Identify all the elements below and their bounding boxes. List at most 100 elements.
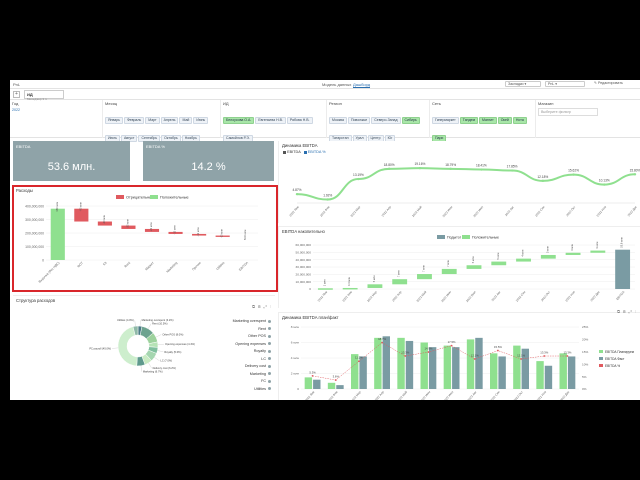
legend-item[interactable]: FC: [233, 378, 271, 386]
bar-value-label: 4 млн: [521, 249, 525, 256]
network-chip[interactable]: Тандем: [459, 117, 479, 124]
filter-stores: Магазин Выберите фильтр: [536, 100, 640, 138]
x-tick-label: 2022 Апр: [374, 390, 386, 400]
month-chip[interactable]: Январь: [105, 117, 123, 124]
bar-value-label: 5 млн: [372, 275, 376, 282]
x-tick-label: Rent: [124, 261, 132, 269]
bar-value-label: 1 млн: [322, 279, 326, 286]
pct-label: 5.3%: [309, 370, 316, 374]
panel-toolbar-icons[interactable]: ⧉ ⊟ ⤢ ⋮: [252, 304, 272, 309]
y-right-tick-label: 5%: [582, 375, 587, 379]
plan-bar: [559, 353, 567, 389]
line-point: [633, 173, 637, 176]
legend-swatch: [599, 357, 603, 360]
tab-dashboard[interactable]: Дашборд: [353, 82, 371, 88]
legend-positive-swatch: [462, 235, 470, 239]
month-chip[interactable]: Май: [179, 117, 193, 124]
bar-value-label: -95 млн: [78, 202, 82, 212]
bar-value-label: 0.4 млн: [347, 276, 351, 286]
slice-leader-line: [157, 350, 164, 352]
x-tick-label: 2022 Июн: [419, 390, 431, 400]
waterfall-bar: [215, 235, 230, 237]
id-chip[interactable]: Белоусова О.А.: [223, 117, 255, 124]
bar-value-label: 3 млн: [570, 243, 574, 250]
tab-data-model[interactable]: Модель данных: [322, 82, 352, 87]
y-tick-label: 200,000,000: [25, 231, 44, 235]
slice-label: Utilities (4.0%): [117, 318, 134, 322]
region-chip[interactable]: Северо-Запад: [371, 117, 401, 124]
pnl-dropdown[interactable]: PnL ▾: [545, 81, 585, 87]
network-chip[interactable]: Магнит: [479, 117, 497, 124]
legend-item[interactable]: Royalty: [233, 348, 271, 356]
legend-item[interactable]: Other POS: [233, 333, 271, 341]
legend-item[interactable]: Rent: [233, 326, 271, 334]
legend-item-label: Rent: [258, 326, 266, 331]
id-chip[interactable]: Рябова Н.В.: [286, 117, 313, 124]
network-chip[interactable]: Нота: [512, 117, 527, 124]
filter-year-value[interactable]: 2022: [12, 108, 20, 112]
y-tick-label: 60,000,000: [296, 243, 312, 247]
pct-point: [358, 360, 360, 363]
bookmarks-dropdown[interactable]: Закладки ▾: [505, 81, 541, 87]
legend-item[interactable]: Utilities: [233, 386, 271, 394]
y-tick-label: 0: [309, 287, 311, 291]
fact-bar: [313, 379, 321, 389]
plan-bar: [466, 339, 475, 389]
filter-stores-header: Магазин: [538, 101, 554, 106]
toggle-ebitda-percent[interactable]: EBITDA %: [307, 150, 326, 154]
sheet-tab[interactable]: ИД Менеджер 3 п.: [24, 90, 64, 101]
stores-filter-input[interactable]: Выберите фильтр: [538, 108, 598, 116]
dashboard-window: PnL Модель данных Дашборд Закладки ▾ PnL…: [10, 80, 640, 400]
plan-fact-chart: 8 млн 6 млн 4 млн 2 млн 0 25% 20% 15% 10% 5% 0% 5.3…: [291, 325, 634, 400]
legend-item[interactable]: Marketing: [233, 371, 271, 379]
bar-value-label: 3 млн: [595, 241, 599, 248]
legend-item[interactable]: Opening expenses: [233, 341, 271, 349]
plan-bar: [351, 354, 359, 389]
toggle-ebitda[interactable]: EBITDA: [287, 150, 301, 154]
network-chip[interactable]: Окей: [497, 117, 512, 124]
bar-value-label: -30 млн: [102, 214, 106, 224]
x-tick-label: КЗ: [102, 261, 108, 267]
x-tick-label: 2022 Июл: [472, 205, 484, 218]
month-chip[interactable]: Апрель: [160, 117, 179, 124]
legend-dot-icon: [268, 342, 271, 346]
plan-fact-toolbar-icons[interactable]: ⧉ ⊟ ⤢ ⋮: [617, 309, 637, 314]
bar-value-label: 53.6 млн: [620, 237, 624, 248]
region-chip[interactable]: Сибирь: [401, 117, 420, 124]
filter-id: ИД Белоусова О.А. Евгеньева Н.В. Рябова Н.…: [221, 100, 327, 142]
region-chip[interactable]: Поволжье: [347, 117, 371, 124]
region-chip[interactable]: Москва: [329, 117, 347, 124]
month-chip[interactable]: Февраль: [124, 117, 145, 124]
kpi-ebitda-label: EBITDA: [16, 144, 31, 149]
legend-item[interactable]: Delivery cost: [233, 363, 271, 371]
x-tick-label: 2022 Окт: [513, 390, 525, 400]
line-point: [295, 192, 299, 196]
ebitda-toggle-icon: [283, 150, 286, 154]
y-tick-label: 100,000,000: [25, 245, 44, 249]
fact-bar: [475, 337, 483, 389]
x-tick-label: 2022 Фев: [341, 290, 353, 303]
network-chip[interactable]: Гипермаркет: [432, 117, 459, 124]
x-tick-label: 2022 Май: [396, 390, 408, 400]
y-left-tick-label: 2 млн: [291, 372, 300, 376]
legend-item[interactable]: LC: [233, 356, 271, 364]
pct-label: 17.5%: [448, 340, 456, 344]
filter-network-header: Сеть: [432, 101, 441, 106]
legend-item[interactable]: Marketing overspent: [233, 318, 271, 326]
y-tick-label: 40,000,000: [296, 258, 312, 262]
line-point: [326, 198, 329, 201]
id-chip[interactable]: Евгеньева Н.В.: [255, 117, 286, 124]
cumulative-bar: [466, 265, 482, 269]
legend-positive-swatch: [150, 195, 158, 199]
add-sheet-button[interactable]: +: [13, 91, 20, 98]
month-chip[interactable]: Июнь: [193, 117, 209, 124]
x-tick-label: 2022 Фев: [319, 205, 331, 218]
legend-dot-icon: [268, 334, 271, 338]
edit-button[interactable]: ✎ Редактировать: [592, 81, 636, 87]
pct-point: [520, 358, 522, 360]
month-chip[interactable]: Март: [145, 117, 160, 124]
bar-value-label: 5 млн: [545, 246, 549, 253]
legend-dot-icon: [268, 372, 271, 376]
x-tick-label: 2022 Июн: [442, 205, 454, 218]
ebitda-toggle[interactable]: EBITDA EBITDA %: [283, 150, 326, 154]
